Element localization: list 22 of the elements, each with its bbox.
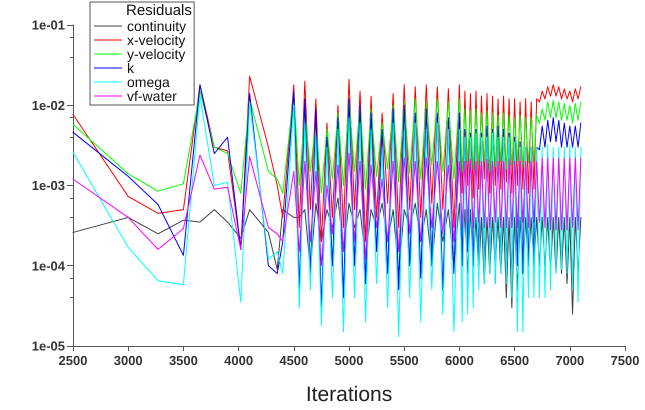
x-tick-label: 2500	[58, 353, 88, 368]
legend-label: omega	[127, 74, 170, 90]
x-tick-label: 6500	[500, 353, 530, 368]
x-tick-label: 3000	[114, 353, 143, 368]
y-tick-label: 1e-04	[32, 258, 66, 274]
y-tick-label: 1e-03	[32, 178, 65, 193]
x-tick-label: 4500	[279, 353, 308, 368]
legend-title: Residuals	[126, 2, 192, 19]
x-tick-label: 7500	[610, 353, 640, 368]
x-tick-label: 5500	[390, 353, 419, 368]
line-series	[72, 90, 582, 194]
line-series	[72, 153, 582, 266]
x-tick-label: 7000	[555, 353, 584, 368]
x-tick-label: 5000	[334, 353, 364, 368]
legend-label: continuity	[127, 18, 186, 34]
x-tick-label: 3500	[168, 353, 198, 368]
y-tick-label: 1e-05	[32, 338, 65, 354]
y-tick-label: 1e-01	[32, 18, 65, 32]
x-axis-title: Iterations	[306, 383, 392, 406]
y-tick-label: 1e-02	[32, 98, 65, 113]
x-tick-label: 6000	[444, 353, 474, 368]
x-tick-label: 4000	[224, 353, 254, 368]
